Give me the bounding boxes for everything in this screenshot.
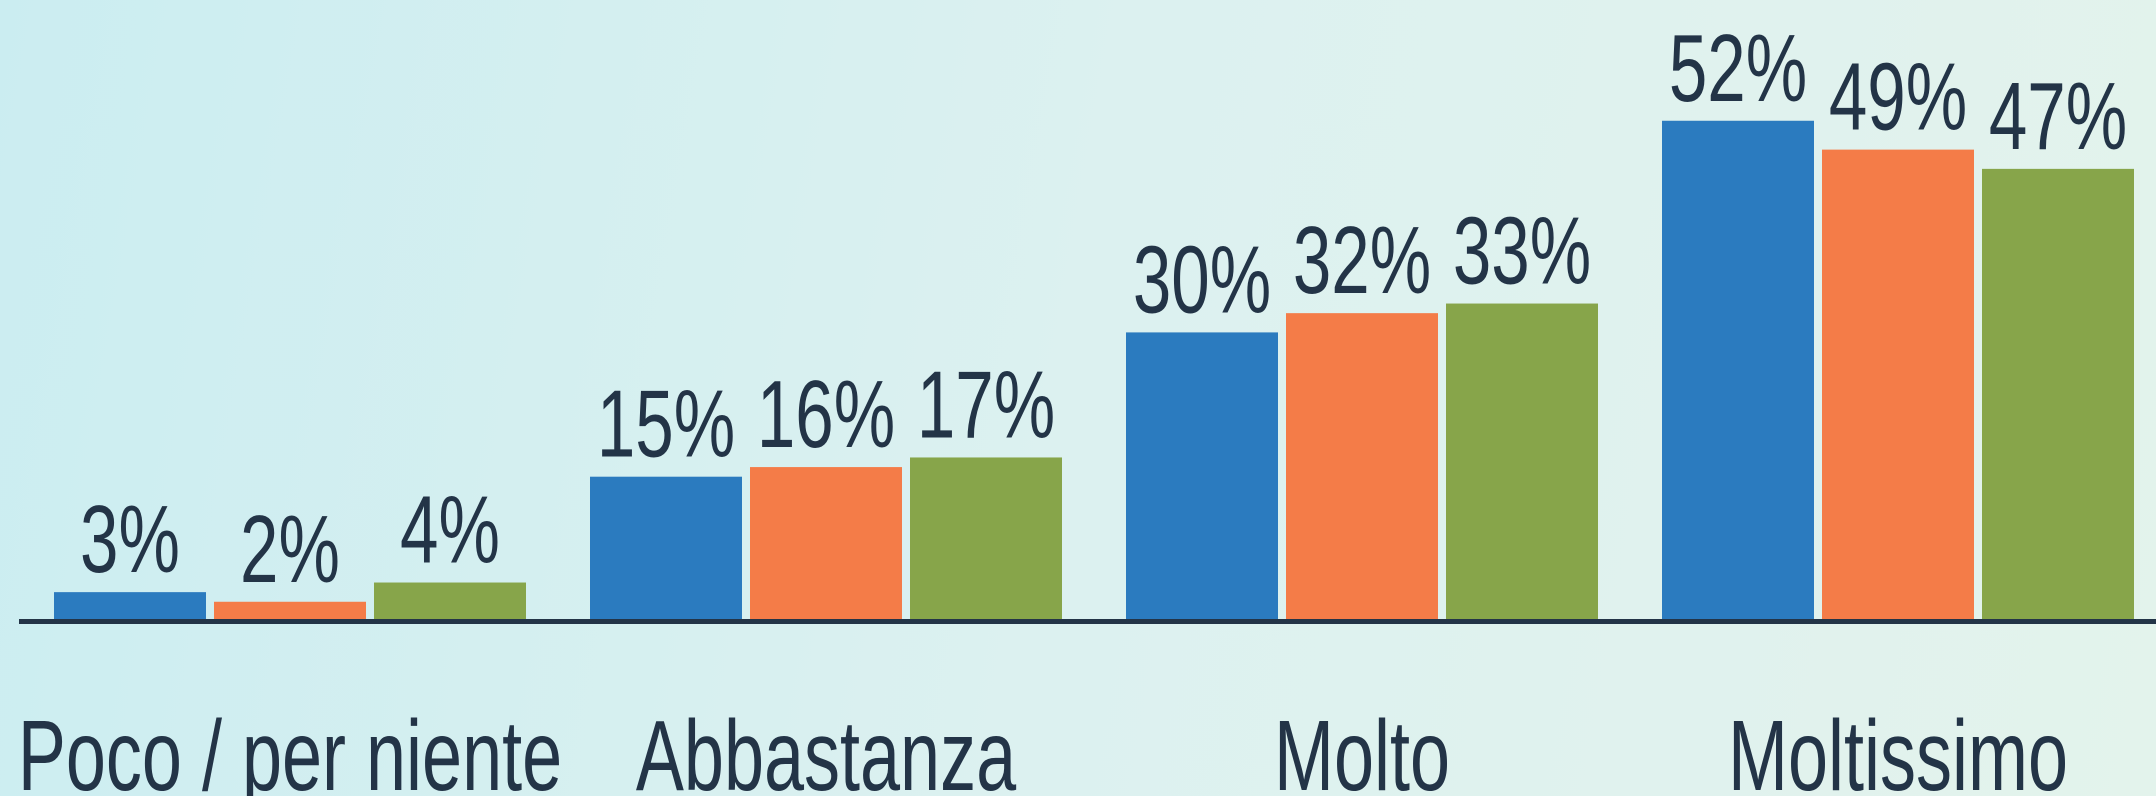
bar [1982, 168, 2134, 622]
bar [1126, 332, 1278, 621]
bar [54, 592, 206, 621]
bar [910, 457, 1062, 621]
bar [374, 582, 526, 621]
bar [1822, 149, 1974, 621]
value-label: 52% [1669, 14, 1807, 122]
value-label: 32% [1293, 206, 1431, 314]
value-label: 49% [1829, 42, 1967, 150]
bar [214, 601, 366, 621]
value-label: 17% [917, 350, 1055, 458]
value-label: 3% [80, 485, 180, 593]
bar [590, 476, 742, 621]
bar [1286, 313, 1438, 621]
value-label: 2% [240, 495, 340, 603]
bar [1446, 303, 1598, 621]
bar [750, 467, 902, 621]
value-label: 4% [400, 475, 500, 583]
x-tick-label: Molto [1274, 700, 1450, 796]
value-label: 30% [1133, 225, 1271, 333]
baseline [19, 619, 2156, 624]
value-label: 33% [1453, 196, 1591, 304]
x-tick-label: Moltissimo [1728, 700, 2068, 796]
x-tick-label: Abbastanza [636, 700, 1017, 796]
value-label: 47% [1989, 62, 2127, 170]
bar [1662, 120, 1814, 621]
value-label: 15% [597, 369, 735, 477]
value-label: 16% [757, 360, 895, 468]
x-tick-label: Poco / per niente [18, 700, 562, 796]
